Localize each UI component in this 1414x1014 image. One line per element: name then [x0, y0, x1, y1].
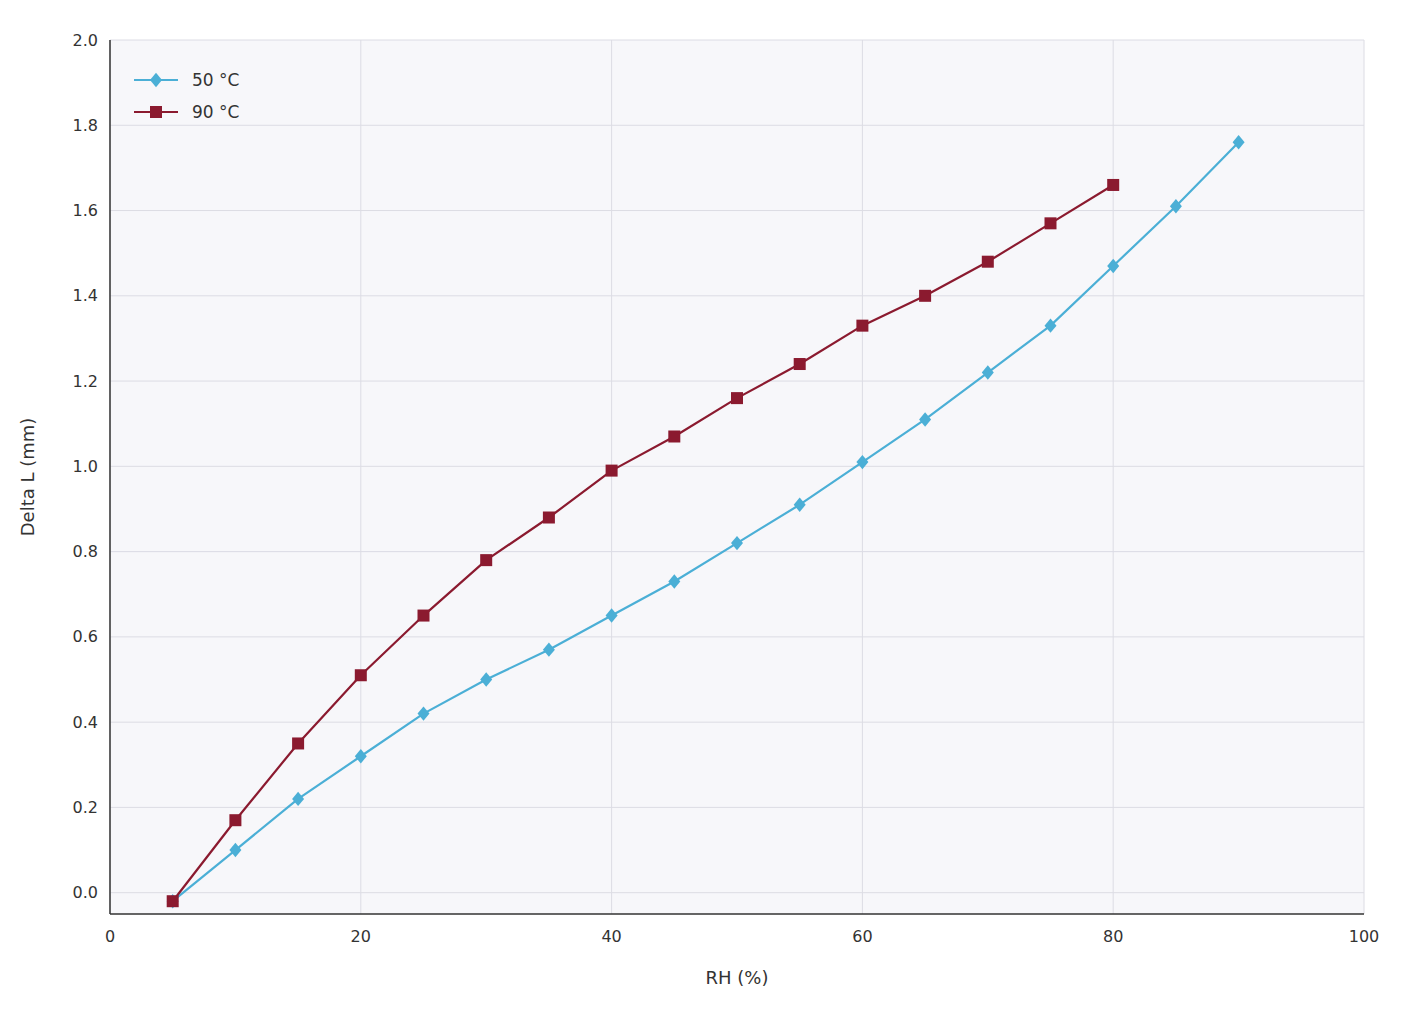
x-tick-label: 60 — [852, 927, 872, 946]
y-tick-label: 1.8 — [73, 116, 98, 135]
y-tick-label: 1.6 — [73, 201, 98, 220]
x-tick-label: 40 — [601, 927, 621, 946]
data-point — [1107, 259, 1119, 273]
data-point — [919, 412, 931, 426]
x-grid-line — [1364, 40, 1365, 914]
chart: 0 20 40 60 80 100 0.0 0.2 0.4 0.6 0.8 1.0 1.2 1.4 1.6 1… — [0, 0, 1414, 1014]
y-grid-line — [110, 892, 1364, 893]
axes: 0 20 40 60 80 100 0.0 0.2 0.4 0.6 0.8 1.0 1.2 1.4 1.6 1… — [73, 31, 1380, 947]
data-point — [856, 320, 868, 332]
data-point — [794, 498, 806, 512]
legend-label: 50 °C — [192, 70, 239, 90]
data-point — [292, 737, 304, 749]
y-grid-line — [110, 40, 1364, 41]
y-grid-line — [110, 295, 1364, 296]
y-tick-label: 1.2 — [73, 372, 98, 391]
y-tick-label: 0.6 — [73, 627, 98, 646]
y-tick-label: 0.4 — [73, 713, 98, 732]
data-point — [292, 792, 304, 806]
data-point — [606, 608, 618, 622]
data-point — [543, 512, 555, 524]
y-tick-label: 1.0 — [73, 457, 98, 476]
x-grid-line — [1113, 40, 1114, 914]
data — [167, 135, 1245, 908]
y-grid-line — [110, 381, 1364, 382]
legend-swatch-marker — [150, 73, 162, 87]
y-tick-label: 1.4 — [73, 286, 98, 305]
y-tick-label: 0.0 — [73, 883, 98, 902]
data-point — [919, 290, 931, 302]
grid — [110, 40, 1364, 914]
data-point — [418, 610, 430, 622]
legend-swatch-marker — [150, 106, 162, 118]
y-grid-line — [110, 551, 1364, 552]
data-point — [731, 392, 743, 404]
y-grid-line — [110, 807, 1364, 808]
data-point — [543, 642, 555, 656]
data-point — [229, 814, 241, 826]
data-point — [982, 365, 994, 379]
data-point — [229, 843, 241, 857]
data-point — [1170, 199, 1182, 213]
x-grid-line — [360, 40, 361, 914]
data-point — [355, 749, 367, 763]
data-point — [1107, 179, 1119, 191]
data-point — [668, 430, 680, 442]
y-tick-label: 0.2 — [73, 798, 98, 817]
data-point — [480, 672, 492, 686]
series-line — [173, 185, 1113, 901]
series-line — [173, 142, 1239, 901]
legend: 50 °C 90 °C — [134, 70, 239, 122]
data-point — [355, 669, 367, 681]
data-point — [480, 554, 492, 566]
data-point — [167, 894, 179, 908]
x-tick-label: 80 — [1103, 927, 1123, 946]
legend-label: 90 °C — [192, 102, 239, 122]
x-tick-label: 20 — [351, 927, 371, 946]
data-point — [856, 455, 868, 469]
y-axis-label: Delta L (mm) — [17, 418, 38, 537]
data-point — [668, 574, 680, 588]
x-axis-label: RH (%) — [706, 967, 769, 988]
data-point — [731, 536, 743, 550]
data-point — [982, 256, 994, 268]
x-grid-line — [110, 40, 111, 914]
y-axis-line — [109, 40, 111, 914]
data-point — [1045, 318, 1057, 332]
x-axis-line — [110, 913, 1364, 915]
x-tick-label: 0 — [105, 927, 115, 946]
y-grid-line — [110, 636, 1364, 637]
y-grid-line — [110, 466, 1364, 467]
y-grid-line — [110, 125, 1364, 126]
x-tick-label: 100 — [1349, 927, 1380, 946]
data-point — [1045, 217, 1057, 229]
data-point — [1233, 135, 1245, 149]
data-point — [794, 358, 806, 370]
y-grid-line — [110, 722, 1364, 723]
data-point — [167, 895, 179, 907]
plot-background — [110, 40, 1364, 914]
x-grid-line — [862, 40, 863, 914]
y-tick-label: 0.8 — [73, 542, 98, 561]
x-grid-line — [611, 40, 612, 914]
data-point — [606, 465, 618, 477]
y-tick-label: 2.0 — [73, 31, 98, 50]
data-point — [418, 706, 430, 720]
